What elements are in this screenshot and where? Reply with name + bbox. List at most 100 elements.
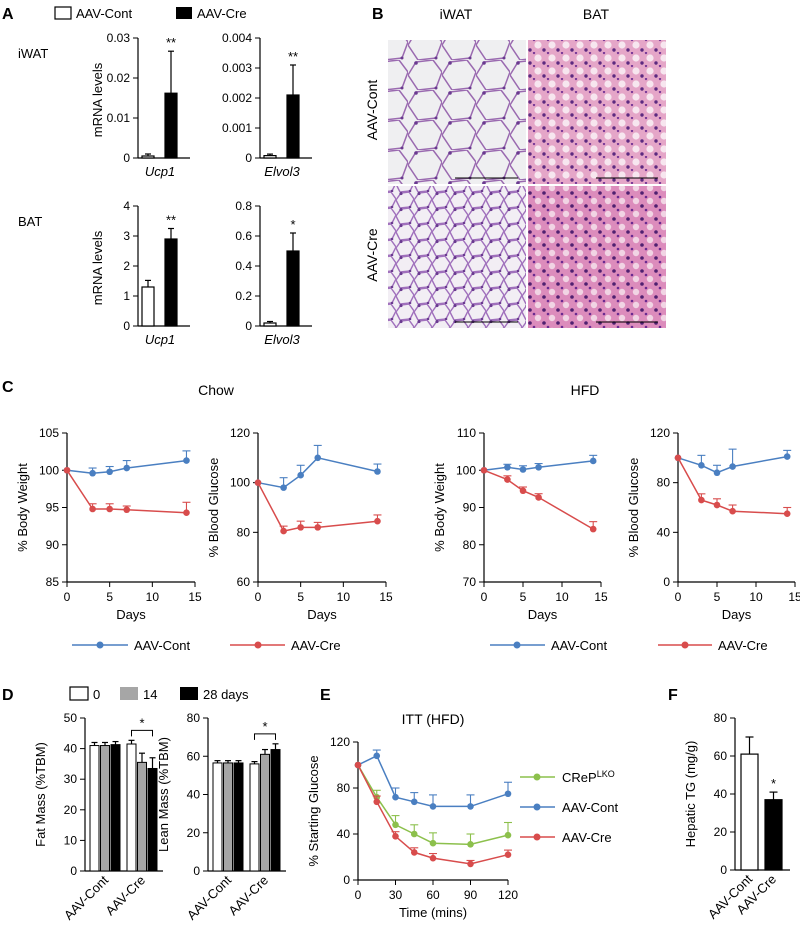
y-tick-label: 0.02 <box>107 71 131 85</box>
y-tick-label: 0 <box>663 575 670 589</box>
data-point <box>429 839 437 847</box>
gene-label: Ucp1 <box>145 332 175 347</box>
data-point <box>183 509 190 517</box>
y-tick-label: 90 <box>463 501 477 515</box>
y-tick-label: 100 <box>230 476 250 490</box>
data-point <box>410 798 418 806</box>
data-point <box>374 468 381 475</box>
bar <box>141 286 155 327</box>
y-axis-label: Lean Mass (%TBM) <box>156 737 171 852</box>
col-label-bat: BAT <box>583 6 610 22</box>
y-tick-label: 30 <box>64 772 78 786</box>
y-tick-label: 0.002 <box>222 91 252 105</box>
significance-marker: * <box>290 217 295 232</box>
data-point <box>783 510 791 518</box>
data-point <box>297 524 304 531</box>
data-point <box>89 505 96 513</box>
gene-label: Elvol3 <box>264 332 300 347</box>
legend-marker-cre <box>254 641 262 649</box>
chart-a-iwat-ucp1: 0 0.01 0.02 0.03 ** Ucp1 <box>107 31 190 179</box>
chart-c-chow-body-weight: 85 90 95 100 105 0 5 10 15 Days % Body Weight <box>15 426 202 622</box>
legend-label-cre: AAV-Cre <box>197 6 247 21</box>
y-tick-label: 0.03 <box>107 31 131 45</box>
y-tick-label: 80 <box>657 476 671 490</box>
legend-marker-cre <box>533 833 541 841</box>
x-tick-label: 90 <box>464 888 478 902</box>
data-point <box>783 453 791 460</box>
data-point <box>589 457 597 465</box>
series-line <box>357 764 509 865</box>
data-point <box>392 833 399 840</box>
data-point <box>504 831 512 839</box>
significance-marker: ** <box>166 213 176 228</box>
y-tick-label: 100 <box>39 463 59 477</box>
legend-swatch-day28 <box>180 687 198 700</box>
data-point <box>89 469 96 477</box>
y-axis-label: % Body Weight <box>15 463 30 552</box>
bar <box>263 322 277 327</box>
bar <box>764 799 783 871</box>
group-title-hfd: HFD <box>571 382 600 398</box>
data-point <box>63 466 71 474</box>
x-tick-label: 120 <box>498 888 518 902</box>
legend-d: 0 14 28 days <box>69 686 249 702</box>
y-tick-label: 0 <box>343 873 350 887</box>
data-point <box>467 860 474 868</box>
y-tick-label: 1 <box>123 289 130 303</box>
panel-label-e: E <box>320 687 331 704</box>
x-tick-label: 0 <box>355 888 362 902</box>
group-title-chow: Chow <box>198 382 235 398</box>
bar <box>89 745 100 872</box>
x-tick-label: AAV-Cont <box>184 872 235 923</box>
x-tick-label: 15 <box>379 590 393 604</box>
legend-label-cre: AAV-Cre <box>718 638 768 653</box>
y-tick-label: 0.4 <box>235 259 252 273</box>
data-point <box>392 821 399 829</box>
y-tick-label: 0.6 <box>235 229 252 243</box>
row-label-aav-cont: AAV-Cont <box>364 80 380 141</box>
y-tick-label: 50 <box>64 711 78 725</box>
data-point <box>698 461 705 469</box>
significance-marker: * <box>262 719 267 734</box>
x-tick-label: 10 <box>337 590 351 604</box>
data-point <box>410 849 418 856</box>
significance-marker: ** <box>288 49 298 64</box>
data-point <box>480 466 488 474</box>
y-tick-label: 4 <box>123 199 130 213</box>
y-tick-label: 0.004 <box>222 31 252 45</box>
data-point <box>729 463 736 470</box>
bar <box>286 250 300 327</box>
chart-c-chow-blood-glucose: 60 80 100 120 0 5 10 15 Days % Blood Glucose <box>206 426 393 622</box>
legend-c-chow: AAV-Cont AAV-Cre <box>72 638 341 653</box>
gene-label: Ucp1 <box>145 164 175 179</box>
bar <box>233 762 244 872</box>
x-tick-label: 0 <box>481 590 488 604</box>
x-axis-label: Time (mins) <box>399 905 467 920</box>
legend-swatch-cre <box>176 7 192 19</box>
y-tick-label: 0.8 <box>235 199 252 213</box>
y-tick-label: 40 <box>337 827 351 841</box>
data-point <box>280 527 287 535</box>
x-tick-label: AAV-Cre <box>102 873 148 919</box>
chart-title: ITT (HFD) <box>402 711 465 727</box>
data-point <box>373 798 381 806</box>
data-point <box>123 464 131 472</box>
y-axis-label: Hepatic TG (mg/g) <box>683 741 698 848</box>
y-tick-label: 40 <box>714 787 728 801</box>
panel-label-b: B <box>372 6 384 23</box>
y-tick-label: 120 <box>650 426 670 440</box>
x-tick-label: 15 <box>188 590 202 604</box>
panel-label-c: C <box>2 379 14 396</box>
data-point <box>519 466 527 473</box>
data-point <box>504 476 511 483</box>
data-point <box>535 463 542 471</box>
legend-label-day14: 14 <box>143 687 157 702</box>
bar <box>141 155 155 159</box>
legend-label-cont: AAV-Cont <box>76 6 133 21</box>
x-axis-label: Days <box>528 607 558 622</box>
y-tick-label: 0 <box>70 864 77 878</box>
legend-marker-cre <box>681 641 689 649</box>
y-axis-label: Fat Mass (%TBM) <box>33 742 48 847</box>
y-tick-label: 0 <box>245 319 252 333</box>
